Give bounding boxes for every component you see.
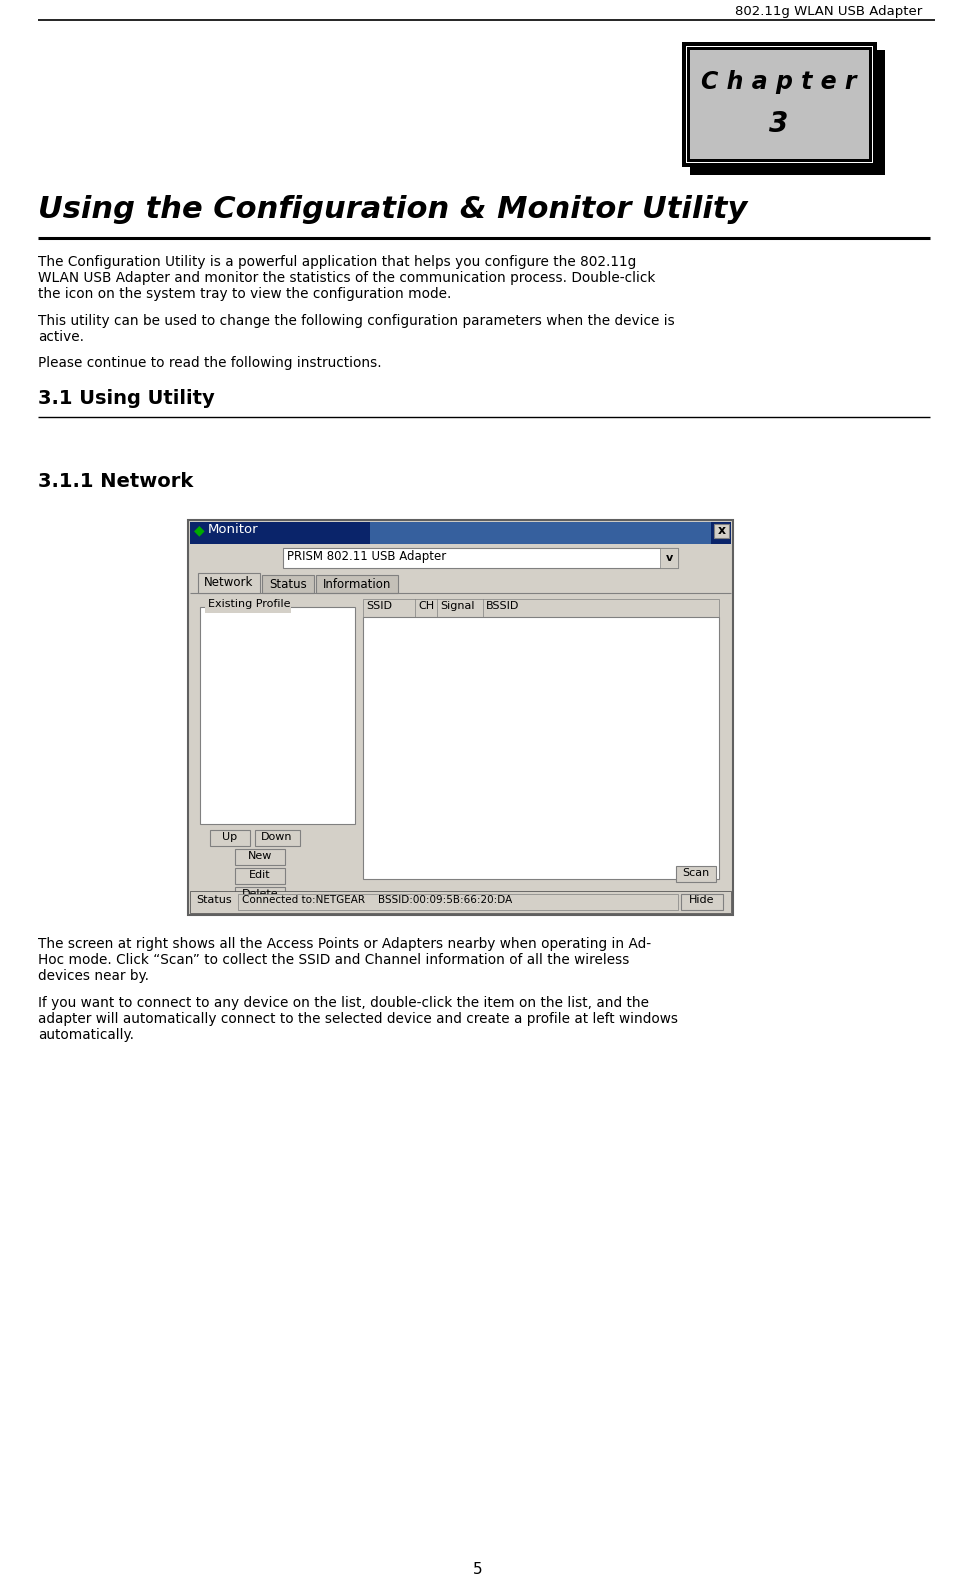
Text: Monitor: Monitor xyxy=(208,523,258,536)
Bar xyxy=(235,849,285,864)
Text: New: New xyxy=(248,852,272,861)
Bar xyxy=(255,829,300,845)
Text: Hide: Hide xyxy=(689,895,715,904)
Bar xyxy=(363,600,719,617)
Bar xyxy=(660,549,678,568)
Bar xyxy=(690,49,869,160)
Text: Network: Network xyxy=(204,576,254,589)
Text: The screen at right shows all the Access Points or Adapters nearby when operatin: The screen at right shows all the Access… xyxy=(38,936,651,984)
Bar xyxy=(687,46,872,163)
Bar xyxy=(363,617,719,879)
Bar xyxy=(235,868,285,884)
Text: Delete: Delete xyxy=(242,888,278,900)
Text: If you want to connect to any device on the list, double-click the item on the l: If you want to connect to any device on … xyxy=(38,995,678,1042)
Text: Status: Status xyxy=(269,577,307,592)
Text: BSSID: BSSID xyxy=(486,601,520,611)
Bar xyxy=(200,608,355,825)
Text: 3: 3 xyxy=(769,110,789,139)
Bar xyxy=(190,522,731,544)
Bar xyxy=(210,829,250,845)
Bar xyxy=(714,525,729,538)
Text: ◆: ◆ xyxy=(194,523,205,538)
Text: C h a p t e r: C h a p t e r xyxy=(701,70,857,94)
Text: Status: Status xyxy=(196,895,232,904)
Bar xyxy=(681,895,723,911)
Bar xyxy=(235,887,285,903)
Bar xyxy=(188,520,733,916)
Bar xyxy=(238,895,678,911)
Text: The Configuration Utility is a powerful application that helps you configure the: The Configuration Utility is a powerful … xyxy=(38,255,656,301)
Text: v: v xyxy=(665,553,673,563)
Text: Up: Up xyxy=(222,833,237,842)
Text: Please continue to read the following instructions.: Please continue to read the following in… xyxy=(38,357,382,370)
Bar xyxy=(690,49,885,175)
Text: Connected to:NETGEAR    BSSID:00:09:5B:66:20:DA: Connected to:NETGEAR BSSID:00:09:5B:66:2… xyxy=(242,895,512,904)
Bar xyxy=(262,576,314,593)
Text: CH: CH xyxy=(418,601,434,611)
Text: 5: 5 xyxy=(473,1562,483,1577)
Text: Edit: Edit xyxy=(249,869,271,880)
Text: x: x xyxy=(718,525,726,538)
Text: SSID: SSID xyxy=(366,601,392,611)
Bar xyxy=(370,522,711,544)
Text: Using the Configuration & Monitor Utility: Using the Configuration & Monitor Utilit… xyxy=(38,195,747,223)
Text: Existing Profile: Existing Profile xyxy=(208,600,291,609)
Text: 3.1.1 Network: 3.1.1 Network xyxy=(38,472,193,491)
Text: This utility can be used to change the following configuration parameters when t: This utility can be used to change the f… xyxy=(38,314,675,343)
Text: Down: Down xyxy=(261,833,293,842)
Text: PRISM 802.11 USB Adapter: PRISM 802.11 USB Adapter xyxy=(287,550,446,563)
Bar xyxy=(682,41,877,167)
Bar xyxy=(283,549,678,568)
Bar xyxy=(686,46,873,163)
Bar xyxy=(316,576,398,593)
Bar xyxy=(205,600,291,612)
Bar xyxy=(190,892,731,912)
Text: 802.11g WLAN USB Adapter: 802.11g WLAN USB Adapter xyxy=(735,5,922,18)
Text: Scan: Scan xyxy=(682,868,710,877)
Text: Signal: Signal xyxy=(440,601,475,611)
Text: 3.1 Using Utility: 3.1 Using Utility xyxy=(38,389,214,408)
Text: Information: Information xyxy=(323,577,391,592)
Bar xyxy=(676,866,716,882)
Bar xyxy=(198,573,260,593)
